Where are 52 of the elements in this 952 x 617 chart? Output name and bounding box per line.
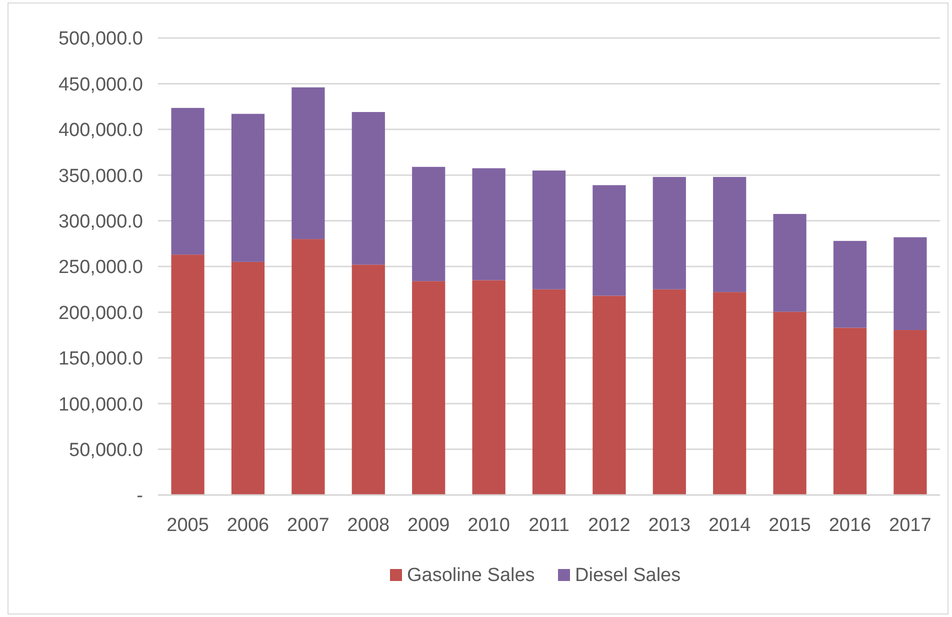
bar [652, 176, 686, 290]
bar [713, 176, 746, 292]
y-tick-label: 150,000.0 [58, 348, 143, 370]
bar [412, 281, 446, 495]
y-tick-label: - [136, 486, 143, 507]
bar [231, 262, 265, 495]
bar [894, 237, 927, 330]
x-tick-label: 2005 [166, 515, 209, 536]
x-tick-label: 2010 [468, 515, 510, 536]
x-tick-label: 2017 [889, 515, 932, 536]
bar [352, 264, 385, 495]
y-tick-label: 400,000.0 [58, 120, 143, 142]
x-tick-label: 2012 [588, 515, 630, 536]
x-tick-label: 2013 [648, 515, 691, 536]
x-tick-label: 2007 [287, 515, 330, 536]
x-tick-label: 2008 [347, 515, 390, 536]
x-tick-label: 2015 [768, 515, 811, 536]
bar [592, 185, 626, 296]
bar [292, 87, 325, 240]
bar [292, 239, 325, 495]
y-tick-label: 300,000.0 [58, 211, 143, 232]
y-tick-label: 250,000.0 [58, 257, 143, 278]
bar [773, 312, 806, 495]
bar [472, 168, 506, 280]
bar [231, 114, 265, 262]
x-tick-label: 2009 [407, 515, 450, 536]
bar [352, 112, 385, 265]
bar [472, 280, 506, 495]
bar [713, 292, 746, 495]
bar [171, 254, 204, 495]
bar [412, 166, 446, 282]
y-tick-label: 100,000.0 [58, 394, 143, 416]
bar [833, 240, 867, 328]
y-tick-label: 200,000.0 [58, 302, 143, 324]
bar [532, 170, 566, 290]
legend-label: Diesel Sales [575, 565, 681, 586]
legend-label: Gasoline Sales [407, 565, 535, 586]
bar [652, 289, 686, 495]
y-tick-label: 50,000.0 [69, 440, 143, 461]
bar [773, 214, 806, 312]
y-tick-label: 450,000.0 [58, 74, 143, 96]
x-tick-label: 2014 [708, 515, 752, 536]
x-tick-label: 2016 [828, 515, 872, 536]
bar [171, 108, 204, 255]
bar [833, 328, 867, 495]
y-tick-label: 500,000.0 [58, 28, 143, 50]
x-tick-label: 2006 [226, 515, 270, 536]
y-tick-label: 350,000.0 [58, 166, 143, 187]
bar [532, 289, 566, 495]
bar [592, 296, 626, 495]
bar [894, 330, 927, 495]
x-tick-label: 2011 [528, 515, 570, 536]
